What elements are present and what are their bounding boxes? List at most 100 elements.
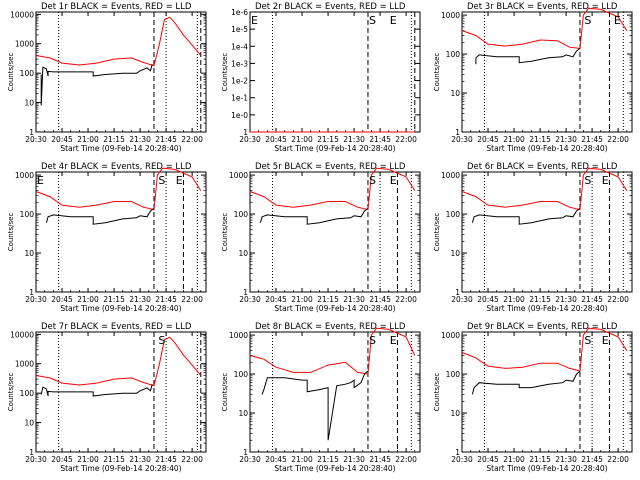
flag-marker-s: S [158,334,165,347]
panel-det-8r: Det 8r BLACK = Events, RED = LLD 20:30 20:… [221,322,421,473]
flag-marker-e: E [602,334,609,347]
x-tick-label: 20:45 [477,295,499,304]
flag-marker-e: E [390,334,397,347]
x-tick-label: 20:30 [25,135,47,144]
panel-title: Det 4r BLACK = Events, RED = LLD [41,162,192,172]
x-tick-label: 21:30 [555,295,577,304]
x-tick-label: 21:45 [155,135,177,144]
y-tick-label: 1e-3 [231,59,248,68]
x-tick-label: 20:45 [265,455,287,464]
x-tick-label: 20:45 [265,295,287,304]
y-tick-label: 100 [20,389,35,398]
y-tick-label: 1000 [15,360,34,369]
x-tick-label: 21:00 [291,135,313,144]
x-tick-label: 20:30 [25,295,47,304]
events-series-line [40,64,153,106]
lld-series-line [461,167,628,211]
y-axis-label: Counts/sec [221,53,229,92]
y-tick-label: 1 [455,288,460,297]
y-tick-label: 100 [446,370,461,379]
y-tick-label: 1 [29,128,34,137]
x-tick-label: 21:15 [317,135,339,144]
y-axis-label: Counts/sec [7,53,15,92]
panel-det-4r: Det 4r BLACK = Events, RED = LLD 20:30 20:… [7,162,207,313]
y-tick-label: 10 [24,419,34,428]
x-tick-label: 22:00 [607,135,629,144]
plot-frame [461,331,633,453]
panel-det-7r: Det 7r BLACK = Events, RED = LLD 20:30 20:… [7,322,207,473]
lld-series-line [249,327,416,375]
panel-det-5r: Det 5r BLACK = Events, RED = LLD 20:30 20:… [221,162,421,313]
x-tick-label: 21:30 [555,455,577,464]
y-tick-label: 1000 [441,11,460,20]
x-tick-label: 21:30 [343,135,365,144]
flag-marker-e: E [614,14,621,27]
y-tick-label: 1000 [15,40,34,49]
x-tick-label: 22:00 [395,295,417,304]
x-tick-label: 22:00 [607,295,629,304]
plot-frame [461,171,633,293]
x-tick-label: 21:00 [291,455,313,464]
x-tick-label: 21:30 [129,135,151,144]
panel-title: Det 6r BLACK = Events, RED = LLD [467,162,618,172]
y-axis-label: Counts/sec [7,373,15,412]
panel-det-2r: Det 2r BLACK = Events, RED = LLD 20:30 20:… [221,2,421,153]
x-tick-label: 21:00 [77,135,99,144]
y-tick-label: 100 [20,69,35,78]
x-tick-label: 21:00 [291,295,313,304]
events-series-line [471,370,581,395]
y-tick-label: 1000 [441,171,460,180]
x-tick-label: 22:00 [181,455,203,464]
x-tick-label: 20:45 [477,455,499,464]
x-tick-label: 21:00 [503,295,525,304]
y-axis-label: Counts/sec [433,53,441,92]
events-series-line [471,207,581,225]
y-tick-label: 10 [24,99,34,108]
y-tick-label: 10000 [10,330,34,339]
panel-det-9r: Det 9r BLACK = Events, RED = LLD 20:30 20:… [433,322,633,473]
y-tick-label: 1000 [15,171,34,180]
x-axis-label: Start Time (09-Feb-14 20:28:40) [274,304,395,313]
y-tick-label: 100 [446,210,461,219]
y-tick-label: 1e-2 [231,77,248,86]
panel-title: Det 5r BLACK = Events, RED = LLD [255,162,406,172]
y-tick-label: 10 [450,89,460,98]
y-tick-label: 1000 [441,331,460,340]
y-tick-label: 100 [234,370,249,379]
y-tick-label: 1 [243,128,248,137]
lld-series-line [461,327,628,372]
lld-series-line [35,167,202,211]
lld-series-line [249,167,416,211]
x-tick-label: 21:15 [317,455,339,464]
events-series-line [45,207,155,225]
y-tick-label: 10 [450,249,460,258]
x-tick-label: 22:00 [395,455,417,464]
flag-marker-e: E [390,14,397,27]
x-tick-label: 21:15 [103,295,125,304]
x-tick-label: 21:15 [103,135,125,144]
flag-marker-s: S [158,174,165,187]
x-tick-label: 20:45 [51,135,73,144]
y-axis-label: Counts/sec [221,373,229,412]
panel-title: Det 1r BLACK = Events, RED = LLD [41,2,192,12]
plot-frame [249,11,421,133]
y-tick-label: 10 [450,409,460,418]
y-tick-label: 1 [455,128,460,137]
x-tick-label: 21:00 [77,455,99,464]
flag-marker-s: S [369,174,376,187]
panel-title: Det 9r BLACK = Events, RED = LLD [467,322,618,332]
flag-marker-e: E [176,174,183,187]
x-tick-label: 20:45 [51,455,73,464]
x-axis-label: Start Time (09-Feb-14 20:28:40) [60,304,181,313]
x-axis-label: Start Time (09-Feb-14 20:28:40) [486,144,607,153]
y-tick-label: 1e-0 [231,111,248,120]
x-tick-label: 22:00 [395,135,417,144]
panel-det-6r: Det 6r BLACK = Events, RED = LLD 20:30 20:… [433,162,633,313]
y-axis-label: Counts/sec [433,373,441,412]
plot-frame [35,11,207,133]
flag-marker-e: E [390,174,397,187]
x-axis-label: Start Time (09-Feb-14 20:28:40) [486,464,607,473]
x-tick-label: 21:30 [343,295,365,304]
x-tick-label: 21:45 [155,455,177,464]
